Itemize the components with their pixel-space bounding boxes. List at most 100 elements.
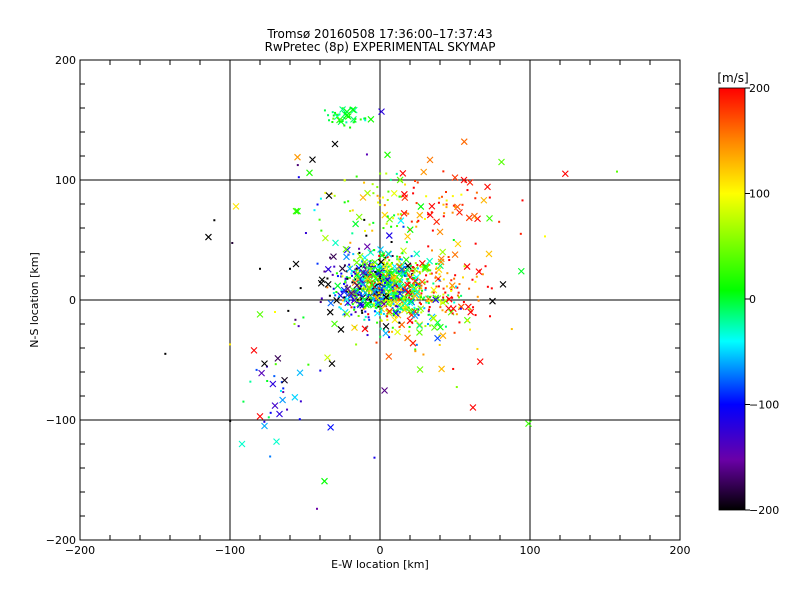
scatter-dot — [343, 264, 346, 267]
scatter-dot — [415, 225, 418, 228]
scatter-dot — [404, 183, 407, 186]
scatter-dot — [368, 304, 371, 307]
scatter-dot — [343, 179, 346, 182]
scatter-dot — [384, 258, 387, 261]
scatter-dot — [266, 379, 269, 382]
scatter-dot — [369, 274, 372, 277]
scatter-dot — [435, 285, 438, 288]
scatter-dot — [344, 277, 347, 280]
scatter-cross — [385, 250, 393, 258]
scatter-dot — [457, 296, 460, 299]
scatter-dot — [471, 278, 474, 281]
scatter-dot — [362, 277, 365, 280]
scatter-dot — [442, 278, 445, 281]
scatter-dot — [399, 217, 402, 220]
scatter-dot — [298, 418, 301, 421]
scatter-dot — [269, 411, 272, 414]
scatter-dot — [437, 201, 440, 204]
scatter-cross — [400, 209, 408, 217]
scatter-dot — [442, 215, 445, 218]
scatter-dot — [390, 225, 393, 228]
scatter-dot — [466, 189, 469, 192]
scatter-dot — [544, 235, 546, 238]
scatter-dot — [447, 294, 450, 297]
scatter-dot — [354, 278, 357, 281]
scatter-dot — [369, 262, 372, 265]
scatter-cross — [344, 291, 351, 299]
scatter-cross — [371, 288, 378, 296]
scatter-dot — [411, 266, 414, 269]
scatter-dot — [335, 113, 338, 116]
scatter-dot — [445, 206, 448, 209]
scatter-dot — [521, 199, 524, 202]
scatter-dot — [359, 292, 362, 295]
scatter-cross — [460, 138, 468, 146]
scatter-dot — [364, 315, 367, 318]
scatter-dot — [369, 271, 372, 274]
scatter-dot — [407, 280, 410, 283]
scatter-dot — [339, 307, 342, 310]
scatter-cross — [400, 247, 407, 255]
scatter-dot — [231, 241, 234, 244]
scatter-dot — [330, 192, 333, 195]
scatter-dot — [299, 400, 302, 403]
scatter-dot — [363, 181, 366, 184]
scatter-dot — [338, 120, 341, 123]
scatter-dot — [437, 285, 440, 288]
scatter-dot — [359, 296, 362, 299]
scatter-cross — [385, 309, 393, 317]
scatter-cross — [291, 393, 299, 401]
scatter-dot — [343, 296, 346, 299]
scatter-dot — [397, 270, 400, 273]
scatter-dot — [361, 288, 364, 291]
scatter-dot — [405, 211, 408, 214]
scatter-dot — [164, 352, 167, 355]
scatter-dot — [398, 297, 401, 300]
scatter-dot — [374, 301, 377, 304]
scatter-dot — [352, 121, 355, 124]
scatter-dot — [358, 291, 361, 294]
scatter-dot — [428, 308, 431, 311]
scatter-dot — [392, 302, 395, 305]
scatter-dot — [342, 290, 345, 293]
scatter-dot — [385, 288, 388, 291]
scatter-dot — [296, 164, 299, 167]
scatter-dot — [429, 324, 432, 327]
scatter-dot — [427, 302, 430, 305]
scatter-dot — [354, 268, 357, 271]
scatter-cross — [561, 170, 569, 178]
scatter-dot — [361, 260, 364, 263]
scatter-dot — [331, 121, 334, 124]
scatter-dot — [425, 274, 428, 277]
scatter-dot — [358, 269, 361, 272]
scatter-dot — [368, 296, 371, 299]
scatter-dot — [394, 296, 397, 299]
scatter-dot — [438, 343, 441, 346]
scatter-cross — [385, 232, 393, 239]
scatter-cross — [205, 233, 212, 241]
scatter-dot — [353, 120, 356, 123]
scatter-dot — [363, 271, 366, 274]
y-tick-labels: −200 −100 0 100 200 — [46, 54, 76, 547]
scatter-dot — [451, 211, 454, 214]
scatter-cross — [359, 269, 367, 276]
y-axis-label: N-S location [km] — [28, 252, 41, 348]
scatter-dot — [394, 291, 397, 294]
scatter-dot — [412, 186, 415, 189]
scatter-dot — [359, 287, 362, 290]
scatter-cross — [436, 323, 444, 331]
scatter-dot — [357, 314, 360, 317]
scatter-dot — [395, 172, 398, 175]
scatter-dot — [373, 310, 376, 313]
scatter-dot — [413, 310, 416, 313]
scatter-cross — [334, 282, 342, 290]
scatter-cross — [294, 207, 301, 215]
scatter-dot — [274, 363, 277, 366]
scatter-dot — [351, 209, 354, 212]
scatter-cross — [456, 209, 463, 216]
axis-ticks — [79, 59, 681, 541]
scatter-cross — [350, 106, 358, 114]
scatter-dot — [373, 280, 376, 283]
scatter-dot — [353, 288, 356, 291]
scatter-dot — [400, 308, 403, 311]
